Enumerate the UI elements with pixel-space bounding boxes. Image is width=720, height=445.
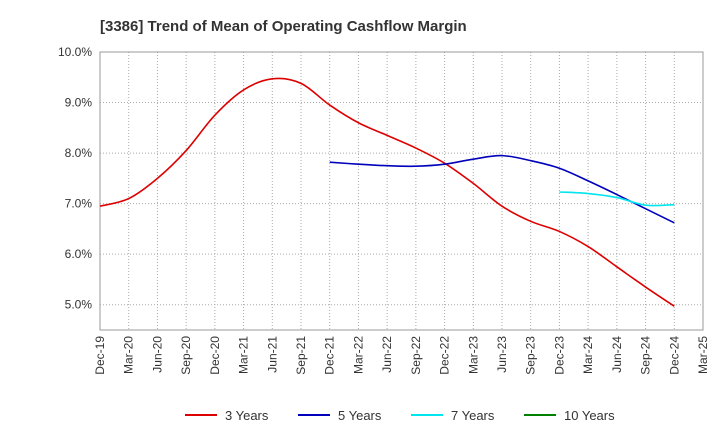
- legend: 3 Years 5 Years 7 Years 10 Years: [185, 408, 615, 423]
- y-tick-label: 6.0%: [65, 247, 93, 261]
- y-tick-label: 9.0%: [65, 96, 93, 110]
- x-tick-label: Jun-22: [380, 336, 394, 373]
- y-tick-label: 8.0%: [65, 146, 93, 160]
- chart-title: [3386] Trend of Mean of Operating Cashfl…: [100, 18, 467, 35]
- legend-label-10-years: 10 Years: [564, 408, 615, 423]
- x-tick-label: Dec-22: [438, 336, 452, 375]
- series-layer: [99, 77, 675, 307]
- series-line-3-years: [99, 77, 675, 307]
- series-line-5-years: [329, 154, 675, 224]
- plot-frame: [99, 51, 704, 331]
- x-tick-label: Dec-21: [323, 336, 337, 375]
- x-tick-label: Mar-23: [466, 336, 480, 374]
- series-line-7-years: [559, 191, 675, 207]
- x-tick-label: Sep-21: [294, 336, 308, 375]
- x-tick-label: Jun-21: [265, 336, 279, 373]
- x-tick-label: Jun-20: [150, 336, 164, 373]
- x-tick-label: Dec-20: [208, 336, 222, 375]
- y-tick-label: 5.0%: [65, 298, 93, 312]
- x-tick-label: Sep-24: [639, 336, 653, 375]
- legend-label-5-years: 5 Years: [338, 408, 382, 423]
- x-tick-label: Sep-20: [179, 336, 193, 375]
- x-tick-label: Mar-20: [122, 336, 136, 374]
- x-tick-label: Dec-19: [93, 336, 107, 375]
- y-tick-label: 7.0%: [65, 197, 93, 211]
- x-tick-label: Jun-24: [610, 336, 624, 373]
- x-tick-label: Sep-23: [524, 336, 538, 375]
- x-tick-label: Dec-24: [667, 336, 681, 375]
- x-tick-label: Jun-23: [495, 336, 509, 373]
- x-axis-ticks: Dec-19 Mar-20 Jun-20 Sep-20 Dec-20 Mar-21 Jun-…: [93, 336, 710, 375]
- y-axis-ticks: 5.0% 6.0% 7.0% 8.0% 9.0% 10.0%: [58, 45, 92, 312]
- grid-layer: [100, 52, 703, 330]
- x-tick-label: Mar-24: [581, 336, 595, 374]
- legend-label-3-years: 3 Years: [225, 408, 269, 423]
- x-tick-label: Dec-23: [552, 336, 566, 375]
- x-tick-label: Mar-21: [237, 336, 251, 374]
- y-tick-label: 10.0%: [58, 45, 92, 59]
- legend-label-7-years: 7 Years: [451, 408, 495, 423]
- x-tick-label: Sep-22: [409, 336, 423, 375]
- x-tick-label: Mar-25: [696, 336, 710, 374]
- x-tick-label: Mar-22: [351, 336, 365, 374]
